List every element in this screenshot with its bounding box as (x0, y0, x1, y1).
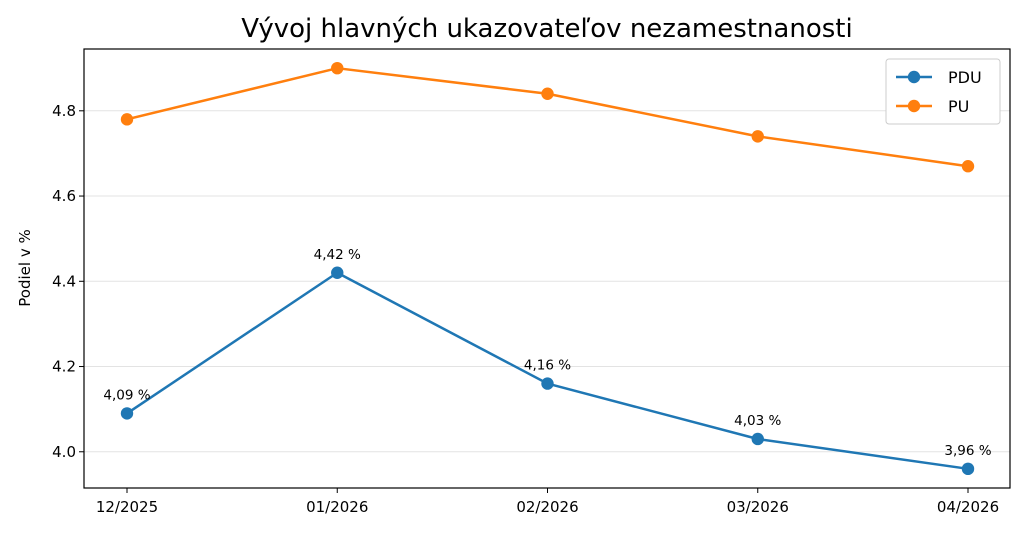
y-axis-label: Podiel v % (16, 229, 34, 306)
data-label-pdu: 4,09 % (103, 387, 150, 403)
data-point-pdu (751, 432, 764, 446)
x-tick-label: 12/2025 (96, 498, 158, 516)
legend-box (885, 58, 1001, 125)
y-tick-label: 4.8 (52, 102, 76, 120)
series-line-pu (125, 66, 970, 168)
chart-title: Vývoj hlavných ukazovateľov nezamestnano… (241, 14, 852, 44)
y-tick-label: 4.6 (52, 187, 76, 205)
y-tick-label: 4.0 (52, 443, 76, 461)
data-label-pdu: 4,03 % (734, 413, 781, 429)
grid-lines (84, 110, 1010, 453)
legend-marker-pu (907, 99, 921, 113)
data-point-pdu (961, 462, 975, 476)
data-label-pdu: 4,16 % (524, 358, 571, 374)
data-point-pu (961, 160, 975, 173)
y-tick-label: 4.2 (52, 358, 76, 376)
legend-label-pu: PU (948, 97, 969, 116)
data-label-pdu: 4,42 % (314, 247, 361, 263)
data-point-pu (331, 61, 344, 75)
legend-label-pdu: PDU (948, 68, 982, 87)
legend: PDU PU (885, 58, 1001, 125)
data-point-pdu (331, 266, 344, 279)
y-axis-ticks: 4.0 4.2 4.4 4.6 4.8 (52, 102, 84, 461)
x-tick-label: 04/2026 (937, 498, 999, 516)
x-tick-label: 01/2026 (306, 498, 368, 516)
data-point-pdu (541, 377, 554, 390)
data-point-pdu (120, 407, 134, 420)
x-axis-ticks: 12/2025 01/2026 02/2026 03/2026 04/2026 (96, 488, 999, 516)
plot-area-frame (83, 48, 1011, 489)
data-labels: 4,09 % 4,42 % 4,16 % 4,03 % 3,96 % (103, 247, 991, 459)
x-tick-label: 03/2026 (727, 498, 789, 516)
data-point-pu (120, 113, 134, 126)
data-point-pu (751, 130, 764, 143)
legend-marker-pdu (907, 70, 921, 84)
series-layer (120, 61, 975, 476)
x-tick-label: 02/2026 (516, 498, 578, 516)
data-label-pdu: 3,96 % (944, 443, 991, 459)
y-tick-label: 4.4 (52, 272, 76, 290)
data-point-pu (541, 87, 554, 100)
